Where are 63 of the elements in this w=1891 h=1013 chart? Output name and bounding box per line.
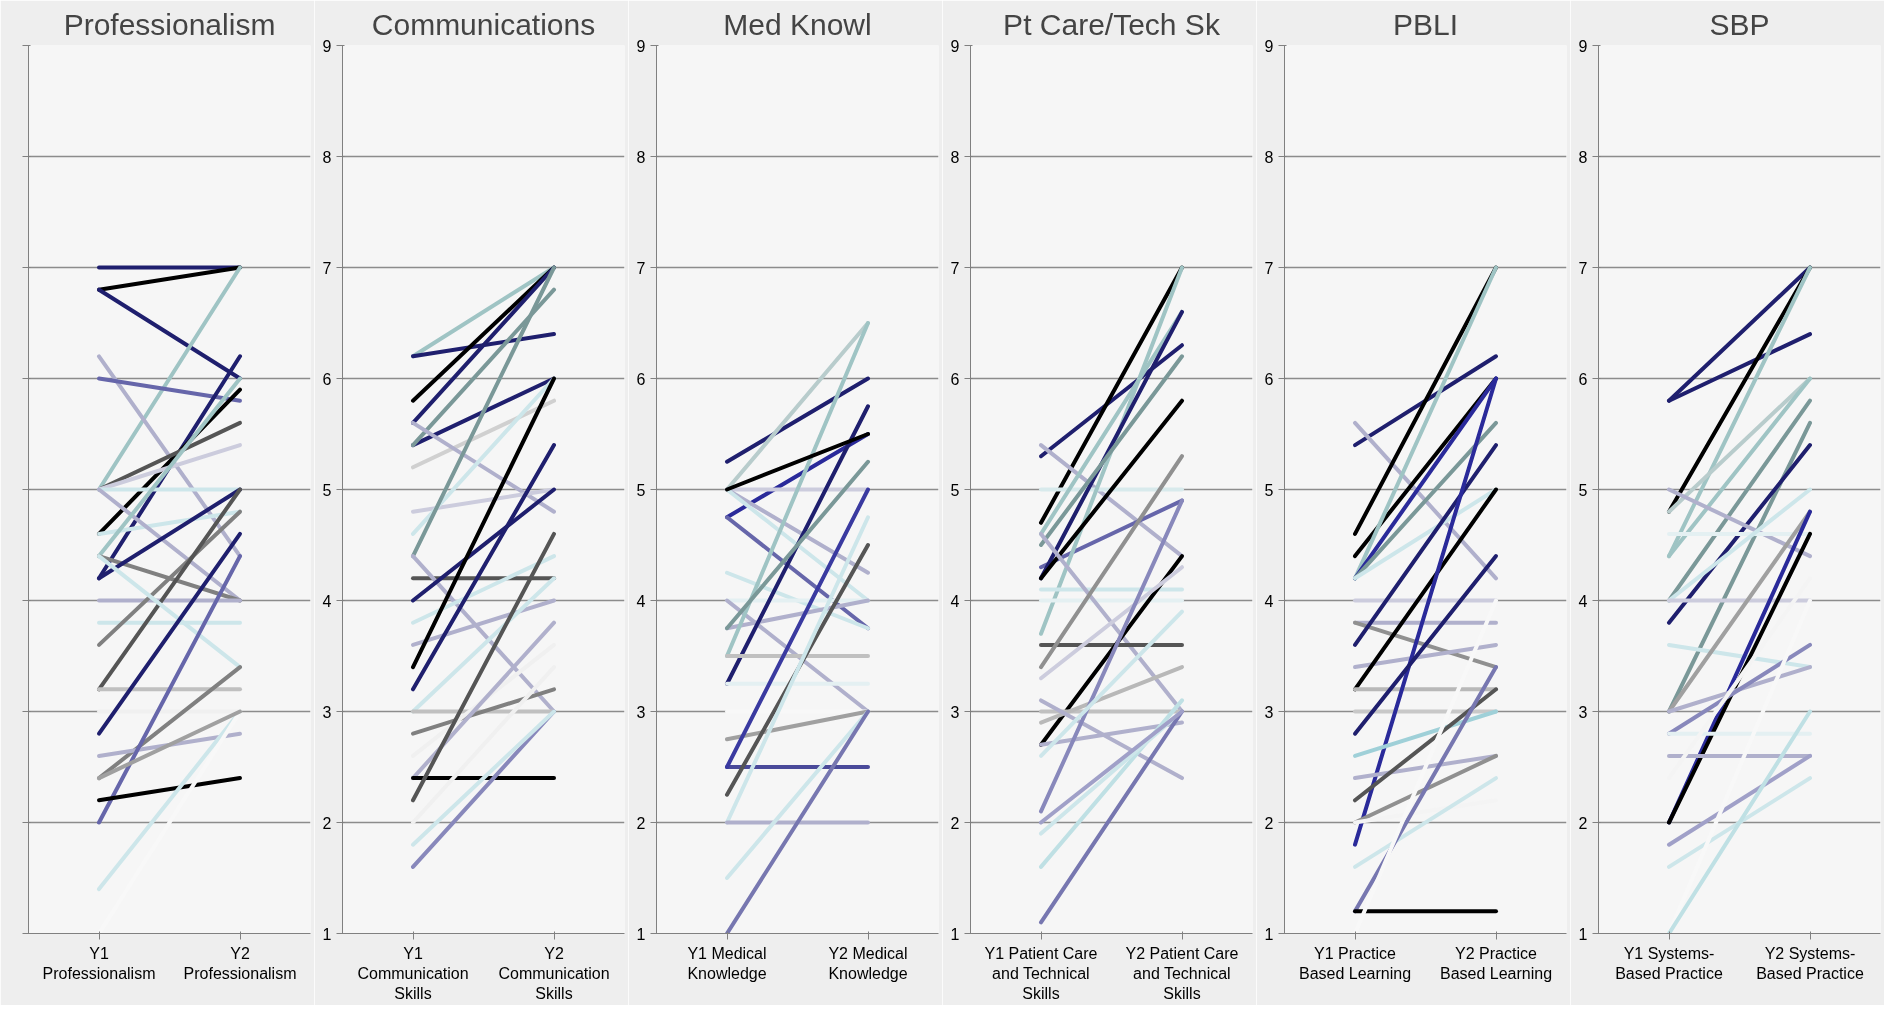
y-tick-label: 9 — [1578, 37, 1588, 55]
x-tick-label: Y1 Communication Skills — [357, 944, 469, 1003]
x-tick-label: Y1 Practice Based Learning — [1298, 944, 1412, 982]
y-tick-label: 6 — [950, 370, 960, 388]
chart-title: Professionalism — [63, 7, 276, 41]
y-tick-label: 1 — [636, 925, 646, 943]
x-tick-label: Y2 Professionalism — [183, 944, 297, 982]
y-tick-label: 9 — [322, 37, 332, 55]
y-tick-label: 5 — [1264, 481, 1274, 499]
chart-title: Pt Care/Tech Sk — [1003, 7, 1221, 41]
y-tick-label: 1 — [322, 925, 332, 943]
chart-title: PBLI — [1392, 7, 1459, 41]
y-tick-label: 8 — [1264, 148, 1274, 166]
y-tick-label: 2 — [1578, 814, 1588, 832]
y-tick-label: 7 — [322, 259, 332, 277]
y-tick-label: 2 — [1264, 814, 1274, 832]
x-tick-label: Y1 Patient Care and Technical Skills — [984, 944, 1098, 1003]
x-tick-label: Y1 Medical Knowledge — [687, 944, 767, 982]
y-tick-label: 8 — [950, 148, 960, 166]
y-tick-label: 5 — [950, 481, 960, 499]
y-tick-label: 4 — [322, 592, 332, 610]
y-tick-label: 7 — [950, 259, 960, 277]
y-tick-label: 7 — [636, 259, 646, 277]
y-tick-label: 6 — [1578, 370, 1588, 388]
y-tick-label: 3 — [322, 703, 332, 721]
y-tick-label: 1 — [1578, 925, 1588, 943]
y-tick-label: 3 — [636, 703, 646, 721]
y-tick-label: 2 — [322, 814, 332, 832]
y-tick-label: 3 — [1578, 703, 1588, 721]
y-tick-label: 5 — [1578, 481, 1588, 499]
y-tick-label: 4 — [950, 592, 960, 610]
y-tick-label: 4 — [1264, 592, 1274, 610]
y-tick-label: 1 — [1264, 925, 1274, 943]
y-tick-label: 9 — [950, 37, 960, 55]
y-tick-label: 7 — [1578, 259, 1588, 277]
x-tick-label: Y1 Professionalism — [42, 944, 156, 982]
chart-title: Communications — [371, 7, 596, 41]
y-tick-label: 8 — [1578, 148, 1588, 166]
y-tick-label: 5 — [322, 481, 332, 499]
y-tick-label: 6 — [322, 370, 332, 388]
y-tick-label: 4 — [1578, 592, 1588, 610]
y-tick-label: 2 — [950, 814, 960, 832]
x-tick-label: Y2 Medical Knowledge — [828, 944, 908, 982]
y-tick-label: 4 — [636, 592, 646, 610]
y-tick-label: 3 — [1264, 703, 1274, 721]
x-tick-label: Y2 Practice Based Learning — [1439, 944, 1553, 982]
x-tick-label: Y2 Communication Skills — [498, 944, 610, 1003]
y-tick-label: 9 — [636, 37, 646, 55]
x-tick-label: Y1 Systems-Based Practice — [1615, 944, 1723, 982]
chart-title: SBP — [1709, 7, 1770, 41]
y-tick-label: 1 — [950, 925, 960, 943]
y-tick-label: 8 — [636, 148, 646, 166]
y-tick-label: 3 — [950, 703, 960, 721]
y-tick-label: 6 — [1264, 370, 1274, 388]
y-tick-label: 5 — [636, 481, 646, 499]
x-tick-label: Y2 Patient Care and Technical Skills — [1125, 944, 1239, 1003]
y-tick-label: 7 — [1264, 259, 1274, 277]
y-tick-label: 2 — [636, 814, 646, 832]
x-tick-label: Y2 Systems-Based Practice — [1756, 944, 1864, 982]
y-tick-label: 9 — [1264, 37, 1274, 55]
y-tick-label: 6 — [636, 370, 646, 388]
y-tick-label: 8 — [322, 148, 332, 166]
chart-title: Med Knowl — [723, 7, 872, 41]
